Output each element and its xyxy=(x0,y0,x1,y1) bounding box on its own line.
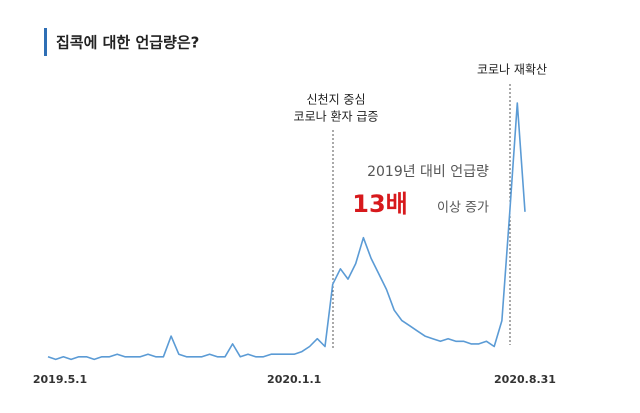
line xyxy=(47,102,526,361)
annotation: 코로나 환자 급증 xyxy=(294,110,379,124)
callout-highlight: 13배 xyxy=(352,190,407,218)
x-tick-label: 2019.5.1 xyxy=(33,373,87,386)
chart-title: 집콕에 대한 언급량은? xyxy=(56,34,199,52)
callout-text: 2019년 대비 언급량 xyxy=(367,164,489,180)
callout-text: 이상 증가 xyxy=(437,201,489,216)
x-tick-label: 2020.1.1 xyxy=(267,373,321,386)
annotation: 신천지 중심 xyxy=(306,92,365,107)
title-bar xyxy=(44,28,47,56)
x-tick-label: 2020.8.31 xyxy=(494,373,556,386)
annotation: 코로나 재확산 xyxy=(477,63,547,77)
